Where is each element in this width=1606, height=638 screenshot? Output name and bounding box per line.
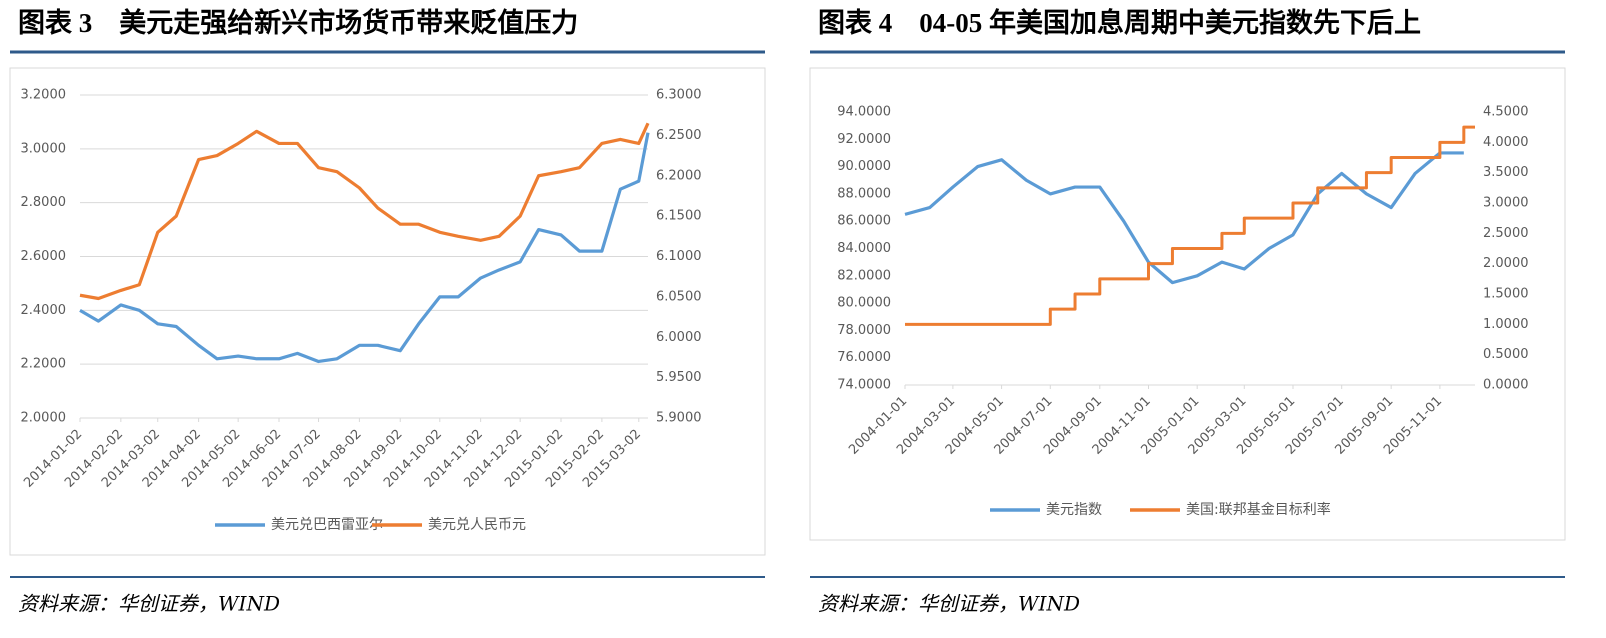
y2-tick-label: 4.0000: [1483, 135, 1529, 150]
series-line: [905, 125, 1475, 326]
y2-tick-label: 0.5000: [1483, 347, 1529, 362]
series-line: [79, 122, 650, 301]
panel-title: 图表 3 美元走强给新兴市场货币带来贬值压力: [18, 7, 578, 38]
y2-tick-label: 0.0000: [1483, 378, 1529, 393]
y2-tick-label: 6.1000: [656, 249, 702, 264]
y2-tick-label: 3.5000: [1483, 165, 1529, 180]
y2-tick-label: 5.9500: [656, 370, 702, 385]
y2-tick-label: 6.0500: [656, 289, 702, 304]
y2-tick-label: 1.5000: [1483, 287, 1529, 302]
y-tick-label: 94.0000: [837, 105, 891, 120]
y-tick-label: 86.0000: [837, 214, 891, 229]
y-tick-label: 76.0000: [837, 350, 891, 365]
source-note: 资料来源：华创证券，WIND: [18, 592, 280, 616]
legend-label: 美元兑人民币元: [428, 517, 526, 533]
y-tick-label: 3.2000: [21, 88, 67, 103]
y2-tick-label: 4.5000: [1483, 105, 1529, 120]
series-line: [79, 132, 650, 364]
y-tick-label: 92.0000: [837, 132, 891, 147]
legend-label: 美元兑巴西雷亚尔: [271, 517, 383, 533]
y-tick-label: 90.0000: [837, 159, 891, 174]
y-tick-label: 88.0000: [837, 186, 891, 201]
y-tick-label: 82.0000: [837, 268, 891, 283]
y2-tick-label: 6.1500: [656, 209, 702, 224]
chart-frame: [809, 67, 1566, 541]
y-tick-label: 84.0000: [837, 241, 891, 256]
y2-tick-label: 3.0000: [1483, 196, 1529, 211]
y-tick-label: 78.0000: [837, 323, 891, 338]
y2-tick-label: 6.3000: [656, 88, 702, 103]
panel-title: 图表 4 04-05 年美国加息周期中美元指数先下后上: [818, 7, 1421, 38]
y-tick-label: 3.0000: [21, 141, 67, 156]
y2-tick-label: 1.0000: [1483, 317, 1529, 332]
y-tick-label: 74.0000: [837, 378, 891, 393]
y-tick-label: 2.4000: [21, 303, 67, 318]
series-line: [904, 151, 1464, 285]
y-tick-label: 2.6000: [21, 249, 67, 264]
y-tick-label: 2.8000: [21, 195, 67, 210]
legend-label: 美元指数: [1046, 502, 1102, 518]
y-tick-label: 80.0000: [837, 296, 891, 311]
y2-tick-label: 5.9000: [656, 411, 702, 426]
y2-tick-label: 2.5000: [1483, 226, 1529, 241]
legend-label: 美国:联邦基金目标利率: [1186, 501, 1331, 518]
source-note: 资料来源：华创证券，WIND: [818, 592, 1080, 616]
y2-tick-label: 6.0000: [656, 330, 702, 345]
y-tick-label: 2.2000: [21, 357, 67, 372]
y2-tick-label: 6.2500: [656, 128, 702, 143]
y2-tick-label: 2.0000: [1483, 256, 1529, 271]
y-tick-label: 2.0000: [21, 411, 67, 426]
y2-tick-label: 6.2000: [656, 168, 702, 183]
